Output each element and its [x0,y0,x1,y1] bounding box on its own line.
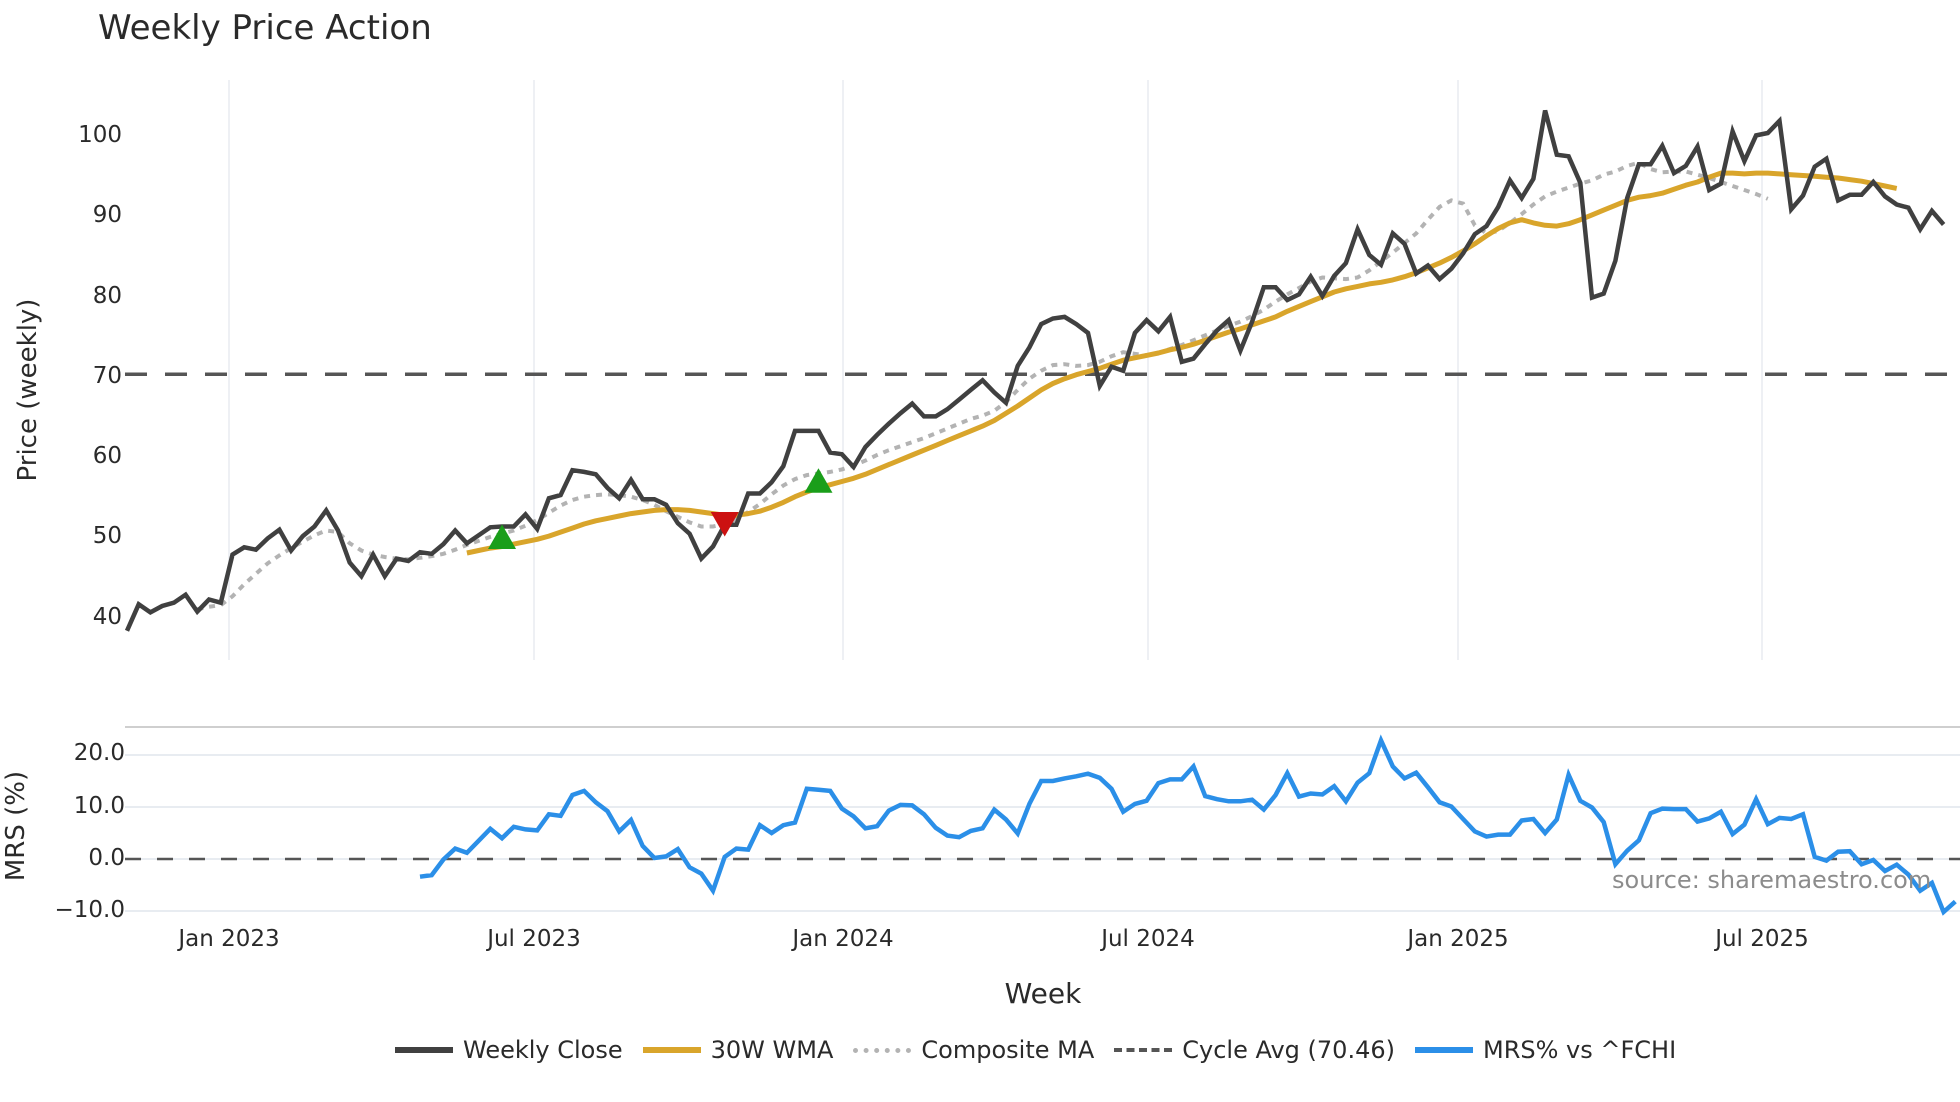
price-tick-100: 100 [78,122,122,148]
source-note: source: sharemaestro.com [1612,866,1932,894]
price-tick-70: 70 [92,363,122,389]
x-axis-label: Week [1004,977,1082,1010]
mrs-line [419,734,1957,916]
legend-swatch-dotted-icon [853,1047,912,1053]
legend-item-30w-wma[interactable]: 30W WMA [642,1036,834,1064]
x-tick-jan-2025: Jan 2025 [1407,926,1509,952]
legend-item-cycle-avg[interactable]: Cycle Avg (70.46) [1114,1036,1395,1064]
buy-signal-triangle-up-icon [488,524,517,549]
price-tick-50: 50 [92,523,122,549]
legend-item-composite-ma[interactable]: Composite MA [853,1036,1094,1064]
legend-item-weekly-close[interactable]: Weekly Close [395,1036,623,1064]
x-tick-jan-2024: Jan 2024 [792,926,894,952]
legend-label: Weekly Close [463,1036,623,1064]
sell-signal-triangle-down-icon [710,511,739,537]
price-panel-grid [228,80,1763,660]
mrs-tick-0: 0.0 [88,845,125,871]
legend-swatch-solid-icon [395,1047,453,1053]
legend-swatch-dashed-icon [1114,1048,1173,1052]
legend-swatch-solid-icon [1414,1047,1473,1053]
mrs-tick-neg10: −10.0 [54,897,125,923]
mrs-tick-20: 20.0 [73,740,125,766]
mrs-tick-10: 10.0 [73,793,125,819]
wma-30w-line [466,170,1898,556]
legend-item-mrs[interactable]: MRS% vs ^FCHI [1414,1036,1677,1064]
chart-title: Weekly Price Action [98,8,432,48]
price-tick-60: 60 [92,443,122,469]
price-tick-80: 80 [92,283,122,309]
price-tick-40: 40 [92,604,122,630]
legend-label: 30W WMA [710,1036,834,1064]
signal-markers [488,468,833,549]
legend-label: Composite MA [921,1036,1095,1064]
mrs-axis-label: MRS (%) [1,770,31,882]
composite-ma-line [196,160,1769,612]
buy-signal-triangle-up-icon [804,468,833,493]
x-tick-jul-2023: Jul 2023 [487,926,581,952]
x-tick-jul-2024: Jul 2024 [1101,926,1195,952]
mrs-panel-grid [125,754,1960,912]
legend-label: Cycle Avg (70.46) [1182,1036,1395,1064]
legend-swatch-solid-icon [642,1047,701,1053]
legend-label: MRS% vs ^FCHI [1482,1036,1677,1064]
weekly-close-line [124,109,1946,632]
x-tick-jul-2025: Jul 2025 [1715,926,1809,952]
price-tick-90: 90 [92,202,122,228]
legend: Weekly Close 30W WMA Composite MA Cycle … [395,1036,1696,1064]
x-tick-jan-2023: Jan 2023 [178,926,280,952]
